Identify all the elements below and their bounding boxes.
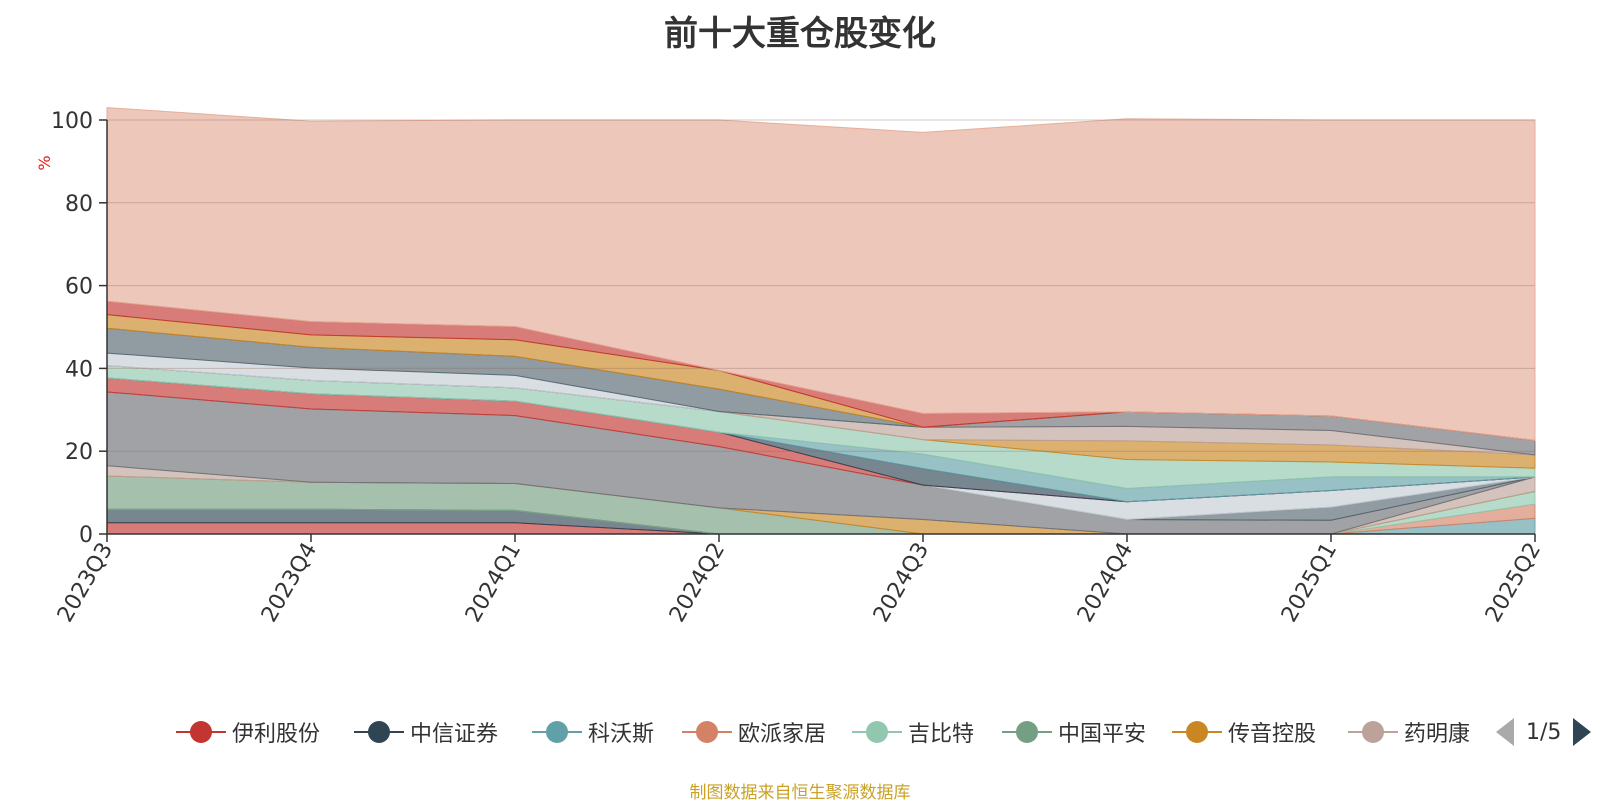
x-tick-label: 2024Q4 xyxy=(1073,539,1138,627)
legend-dot xyxy=(1186,721,1208,743)
legend-swatch-icon xyxy=(176,720,226,744)
legend-swatch-icon xyxy=(1348,720,1398,744)
legend-swatch-icon xyxy=(1172,720,1222,744)
legend-item[interactable]: 伊利股份 xyxy=(176,712,320,752)
legend-page-indicator: 1/5 xyxy=(1526,719,1562,745)
legend-label: 科沃斯 xyxy=(588,722,655,747)
x-tick-label: 2024Q2 xyxy=(665,539,730,627)
area-series-22[interactable] xyxy=(106,107,1536,441)
gridlines xyxy=(107,119,1535,452)
legend-item[interactable]: 吉比特 xyxy=(852,712,974,752)
legend-swatch-icon xyxy=(532,720,582,744)
legend-items: 伊利股份中信证券科沃斯欧派家居吉比特中国平安传音控股药明康德丽珠集团复星医药 xyxy=(0,712,1470,752)
legend-next-arrow-icon[interactable] xyxy=(1573,718,1592,746)
legend-label: 吉比特 xyxy=(908,722,975,747)
stacked-areas xyxy=(106,107,1536,535)
legend-prev-arrow-icon[interactable] xyxy=(1496,718,1514,746)
legend-swatch-icon xyxy=(852,720,902,744)
legend-swatch-icon xyxy=(682,720,732,744)
chart-plot: 0 20 40 60 80 100 2023Q3 2023Q4 2024Q1 2024Q2 2024… xyxy=(35,107,1546,627)
y-tick-label: 60 xyxy=(65,275,93,300)
legend-item[interactable]: 科沃斯 xyxy=(532,712,654,752)
x-tick-label: 2024Q3 xyxy=(869,539,934,627)
axes xyxy=(99,119,1536,542)
legend-label: 中国平安 xyxy=(1058,722,1147,747)
legend-dot xyxy=(546,721,568,743)
legend-item[interactable]: 药明康德 xyxy=(1348,712,1470,752)
legend-label: 欧派家居 xyxy=(738,722,827,747)
x-tick-label: 2023Q3 xyxy=(53,539,118,627)
legend-item[interactable]: 欧派家居 xyxy=(682,712,826,752)
legend-swatch-icon xyxy=(354,720,404,744)
legend-item[interactable]: 中国平安 xyxy=(1002,712,1146,752)
legend-swatch-icon xyxy=(1002,720,1052,744)
y-tick-label: 100 xyxy=(51,109,93,134)
x-tick-label: 2025Q2 xyxy=(1481,539,1546,627)
legend: 伊利股份中信证券科沃斯欧派家居吉比特中国平安传音控股药明康德丽珠集团复星医药 1… xyxy=(0,712,1600,752)
legend-dot xyxy=(696,721,718,743)
y-tick-label: 0 xyxy=(79,523,93,548)
x-tick-label: 2025Q1 xyxy=(1277,539,1342,627)
legend-item[interactable]: 传音控股 xyxy=(1172,712,1316,752)
x-tick-label: 2024Q1 xyxy=(461,539,526,627)
y-tick-label: 20 xyxy=(65,440,93,465)
legend-label: 中信证券 xyxy=(410,722,499,747)
source-note: 制图数据来自恒生聚源数据库 xyxy=(689,783,911,803)
y-tick-label: 40 xyxy=(65,357,93,382)
legend-dot xyxy=(1016,721,1038,743)
legend-pager: 1/5 xyxy=(1496,712,1592,752)
legend-label: 传音控股 xyxy=(1228,722,1317,747)
legend-dot xyxy=(866,721,888,743)
legend-dot xyxy=(368,721,390,743)
y-axis-label: % xyxy=(35,155,54,170)
legend-label: 伊利股份 xyxy=(232,722,321,747)
chart-title: 前十大重仓股变化 xyxy=(664,14,936,54)
legend-dot xyxy=(190,721,212,743)
legend-label: 药明康德 xyxy=(1404,722,1470,747)
legend-item[interactable]: 中信证券 xyxy=(354,712,498,752)
x-tick-label: 2023Q4 xyxy=(257,539,322,627)
y-tick-label: 80 xyxy=(65,192,93,217)
legend-dot xyxy=(1362,721,1384,743)
